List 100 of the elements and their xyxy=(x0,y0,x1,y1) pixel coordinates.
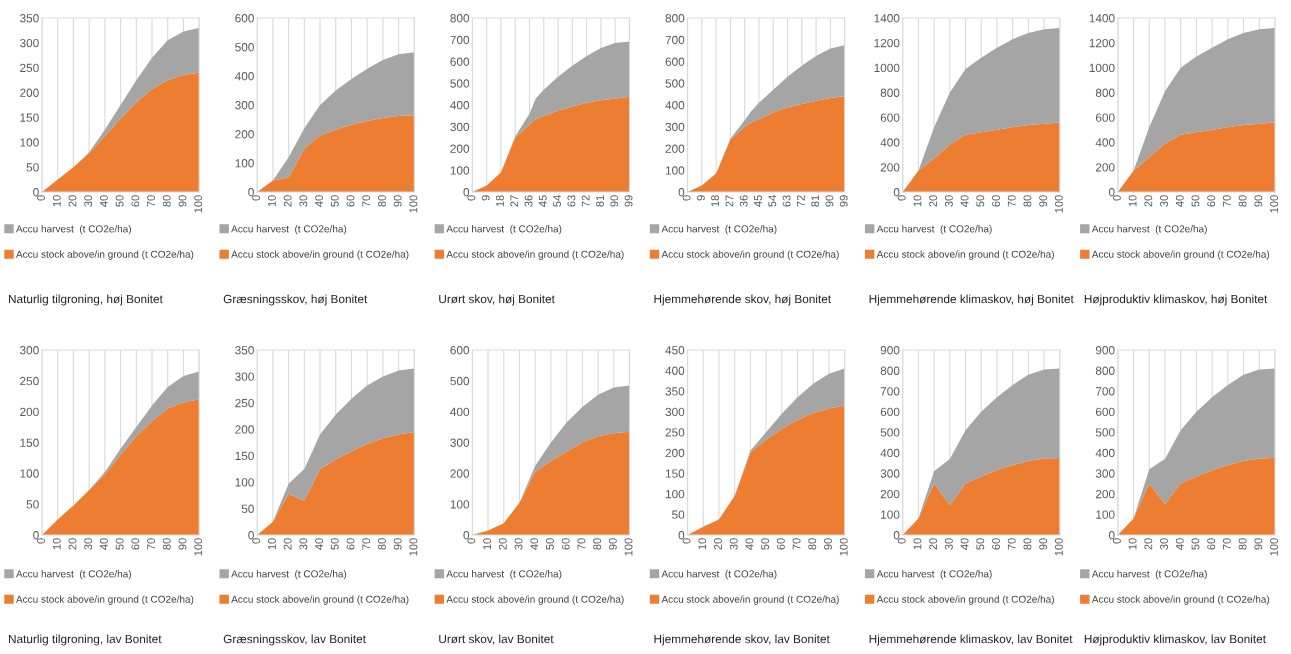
x-tick-label: 80 xyxy=(162,538,171,550)
x-tick-label: 70 xyxy=(1222,538,1231,550)
y-tick-label: 50 xyxy=(672,510,685,519)
y-tick-label: 150 xyxy=(235,451,254,461)
legend-label: Accu stock above/in ground (t CO2e/ha) xyxy=(1091,250,1270,260)
y-tick-label: 800 xyxy=(880,88,900,97)
x-tick-label: 0 xyxy=(252,195,261,201)
x-tick-label: 40 xyxy=(315,195,324,207)
text: Græsningsskov, lav Bonitet xyxy=(223,634,366,646)
x-tick-label: 80 xyxy=(162,195,171,207)
x-tick-label: 50 xyxy=(976,195,985,207)
x-tick-label: 60 xyxy=(131,538,140,550)
x-tick-label: 60 xyxy=(992,195,1000,207)
legend-label: Accu harvest (t CO2e/ha) xyxy=(661,570,777,580)
y-tick-label: 600 xyxy=(235,14,254,23)
y-tick-label: 100 xyxy=(450,166,470,175)
x-tick-label: 60 xyxy=(992,538,1000,550)
y-tick-label: 800 xyxy=(665,14,685,23)
legend-label: Accu stock above/in ground (t CO2e/ha) xyxy=(446,595,624,605)
x-tick-label: 90 xyxy=(1039,538,1048,550)
x-tick-label: 20 xyxy=(498,538,507,550)
y-tick-label: 200 xyxy=(450,469,470,478)
x-tick-label: 50 xyxy=(115,195,124,207)
x-tick-label: 99 xyxy=(839,195,848,207)
text: Hjemmehørende skov, høj Bonitet xyxy=(654,294,832,306)
x-tick-label: 80 xyxy=(1023,195,1032,207)
y-tick-label: 400 xyxy=(880,448,900,458)
y-tick-label: 500 xyxy=(665,79,685,88)
x-tick-label: 81 xyxy=(596,195,604,207)
x-tick-label: 50 xyxy=(115,538,124,550)
x-tick-label: 10 xyxy=(913,538,922,550)
legend-label: Accu stock above/in ground (t CO2e/ha) xyxy=(16,250,194,260)
y-tick-label: 600 xyxy=(450,346,470,355)
y-tick-label: 800 xyxy=(1095,366,1115,375)
x-tick-label: 30 xyxy=(944,195,953,207)
y-tick-label: 50 xyxy=(26,163,39,172)
x-tick-label: 0 xyxy=(37,538,45,544)
x-tick-label: 50 xyxy=(976,538,985,550)
x-tick-label: 10 xyxy=(1128,538,1137,550)
y-tick-label: 400 xyxy=(665,101,685,110)
x-tick-label: 40 xyxy=(1175,195,1184,207)
y-tick-label: 250 xyxy=(665,428,685,437)
x-tick-label: 50 xyxy=(1191,538,1200,550)
x-tick-label: 10 xyxy=(268,538,276,550)
text: Urørt skov, høj Bonitet xyxy=(439,294,555,306)
y-tick-label: 600 xyxy=(1095,407,1115,417)
y-tick-label: 300 xyxy=(880,469,900,478)
y-tick-label: 700 xyxy=(665,35,685,45)
x-tick-label: 0 xyxy=(467,195,476,201)
x-tick-label: 60 xyxy=(1207,195,1216,207)
x-tick-label: 0 xyxy=(682,195,691,201)
y-tick-label: 250 xyxy=(235,398,254,408)
x-tick-label: 30 xyxy=(944,538,953,550)
text: Naturlig tilgroning, lav Bonitet xyxy=(8,634,162,646)
x-tick-label: 60 xyxy=(561,538,570,550)
text: Højproduktiv klimaskov, lav Bonitet xyxy=(1084,634,1266,646)
x-tick-label: 30 xyxy=(1160,538,1168,550)
x-tick-label: 90 xyxy=(824,538,832,550)
y-tick-label: 600 xyxy=(665,57,685,66)
x-tick-label: 27 xyxy=(725,195,734,207)
y-tick-label: 100 xyxy=(1096,510,1115,519)
y-tick-label: 900 xyxy=(1095,346,1115,355)
x-tick-label: 40 xyxy=(745,538,754,550)
y-tick-label: 50 xyxy=(26,500,39,509)
y-tick-label: 350 xyxy=(665,387,685,396)
legend-label: Accu harvest (t CO2e/ha) xyxy=(661,225,777,235)
y-tick-label: 150 xyxy=(20,113,39,122)
x-tick-label: 70 xyxy=(147,195,155,207)
y-tick-label: 150 xyxy=(20,438,39,447)
y-tick-label: 300 xyxy=(19,346,39,355)
y-tick-label: 300 xyxy=(450,438,470,447)
y-tick-label: 400 xyxy=(1095,448,1115,458)
x-tick-label: 100 xyxy=(1054,538,1063,556)
text: Hjemmehørende skov, lav Bonitet xyxy=(654,634,830,646)
x-tick-label: 90 xyxy=(608,538,617,550)
x-tick-label: 50 xyxy=(330,538,339,550)
x-tick-label: 80 xyxy=(378,538,386,550)
text: Hjemmehørende klimaskov, høj Bonitet xyxy=(869,294,1074,306)
y-tick-label: 200 xyxy=(450,144,470,153)
x-tick-label: 10 xyxy=(268,195,276,207)
legend-label: Accu harvest (t CO2e/ha) xyxy=(16,570,131,580)
x-tick-label: 50 xyxy=(546,538,554,550)
y-tick-label: 1000 xyxy=(874,63,900,73)
y-tick-label: 250 xyxy=(20,376,39,386)
x-tick-label: 100 xyxy=(624,538,633,556)
y-tick-label: 150 xyxy=(665,469,685,478)
y-tick-label: 100 xyxy=(665,166,685,175)
x-tick-label: 50 xyxy=(330,195,339,207)
x-tick-label: 80 xyxy=(1023,538,1032,550)
y-tick-label: 400 xyxy=(450,407,470,417)
x-tick-label: 30 xyxy=(84,195,93,207)
x-tick-label: 70 xyxy=(147,538,155,550)
legend-label: Accu harvest (t CO2e/ha) xyxy=(1091,225,1207,235)
x-tick-label: 30 xyxy=(299,538,308,550)
legend-label: Accu stock above/in ground (t CO2e/ha) xyxy=(446,250,624,260)
x-tick-label: 100 xyxy=(409,538,418,556)
x-tick-label: 72 xyxy=(581,195,590,207)
x-tick-label: 20 xyxy=(68,538,77,550)
x-tick-label: 90 xyxy=(1254,538,1263,550)
x-tick-label: 60 xyxy=(776,538,785,550)
